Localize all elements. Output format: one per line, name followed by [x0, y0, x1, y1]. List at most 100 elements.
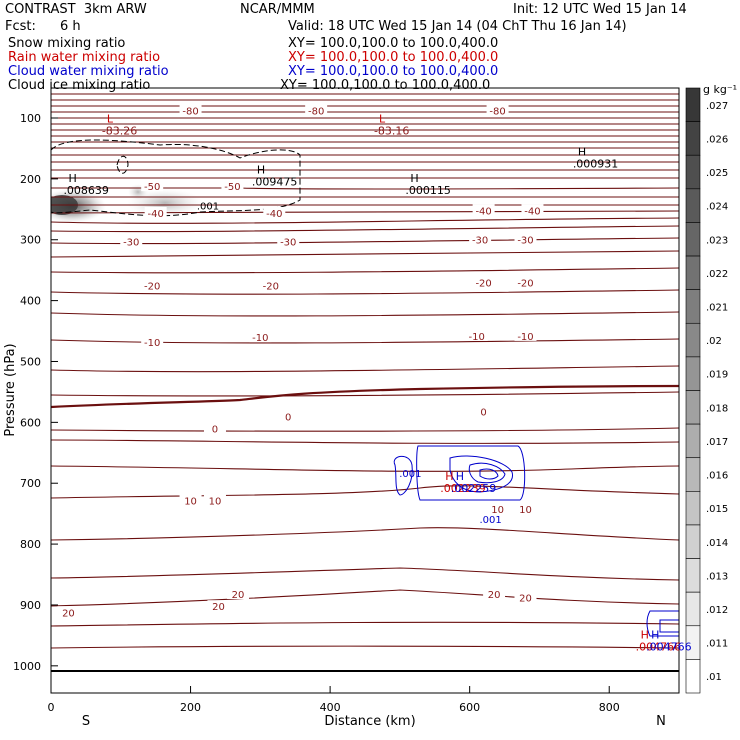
colorbar-level-label: .02 — [706, 336, 722, 347]
y-tick-label: 800 — [20, 538, 41, 551]
extremum-value: .002259 — [451, 482, 497, 495]
extremum-value: .009475 — [252, 175, 298, 188]
colorbar-level-label: .023 — [706, 235, 728, 246]
extremum-value: .000115 — [405, 184, 451, 197]
plot-frame — [50, 87, 680, 694]
fcst-label: Fcst: — [5, 19, 36, 34]
contour-label-bg — [141, 180, 164, 192]
colorbar-swatch — [685, 558, 701, 593]
contour-label-bg — [486, 104, 509, 116]
colorbar-swatch — [685, 390, 701, 425]
init-time: Init: 12 UTC Wed 15 Jan 14 — [513, 2, 687, 17]
legend-rain-name: Rain water mixing ratio — [8, 50, 161, 65]
cloud-water-contour-label: .001 — [399, 469, 421, 480]
colorbar-level-label: .024 — [706, 202, 728, 213]
extremum-symbol: H — [68, 172, 76, 185]
colorbar-level-label: .016 — [706, 471, 728, 482]
extremum-symbol: H — [578, 146, 586, 159]
temperature-contour-label: -10 — [468, 332, 484, 343]
contour-label-bg — [472, 204, 495, 216]
colorbar-level-label: .017 — [706, 437, 728, 448]
colorbar-level-label: .025 — [706, 168, 728, 179]
contour-label-bg — [203, 422, 226, 434]
extremum-value: .004766 — [636, 640, 682, 653]
colorbar: .027 .026 .025 .024 .023 .022 .021 .02 .019 .018.… — [685, 87, 728, 694]
colorbar-level-label: .027 — [706, 101, 728, 112]
extremum-symbol: H — [445, 470, 453, 483]
contour-label-bg — [277, 235, 300, 247]
temperature-contour-label: -20 — [517, 278, 533, 289]
colorbar-level-label: .021 — [706, 302, 728, 313]
cloud-water-contours — [393, 445, 679, 637]
contour-label-bg — [227, 588, 250, 600]
y-tick-label: 500 — [20, 355, 41, 368]
contour-label-bg — [514, 233, 537, 245]
temperature-contour-label: 0 — [480, 407, 486, 418]
colorbar-unit: g kg⁻¹ — [703, 83, 737, 96]
contour-label-bg — [472, 276, 495, 288]
colorbar-level-label: .018 — [706, 403, 728, 414]
y-tick-label: 400 — [20, 295, 41, 308]
cloud-ice-contour — [51, 139, 301, 217]
temperature-contour-label: -10 — [144, 338, 160, 349]
temperature-contour-label: 10 — [491, 505, 504, 516]
temperature-contour-label: 20 — [212, 602, 225, 613]
contour-label-bg — [305, 104, 328, 116]
y-tick-label: 700 — [20, 477, 41, 490]
extremum-value: -83.16 — [374, 124, 409, 137]
colorbar-level-label: .019 — [706, 370, 728, 381]
temperature-contour-label: -40 — [147, 209, 163, 220]
extremum-value: .002239 — [440, 482, 486, 495]
extremum-value: -83.26 — [102, 124, 137, 137]
contour-label-bg — [203, 494, 226, 506]
x-end-right-label: N — [656, 714, 666, 729]
colorbar-swatch — [685, 255, 701, 290]
extremum-symbol: H — [651, 628, 659, 641]
colorbar-swatch — [685, 322, 701, 358]
temperature-contour-label: -80 — [489, 107, 505, 118]
legend-rain-xy: XY= 100.0,100.0 to 100.0,400.0 — [288, 50, 499, 65]
colorbar-level-label: .022 — [706, 269, 728, 280]
contour-label-bg — [514, 502, 537, 514]
extremum-value: .008639 — [63, 184, 109, 197]
temperature-contour-label: -80 — [308, 107, 324, 118]
legend-cloudice-name: Cloud ice mixing ratio — [8, 78, 151, 93]
x-tick-label: 400 — [320, 701, 341, 714]
x-tick-label: 600 — [459, 701, 480, 714]
extremum-symbol: L — [379, 112, 386, 125]
extremum-symbol: H — [257, 163, 265, 176]
contour-label-bg — [472, 405, 495, 417]
x-tick-label: 800 — [599, 701, 620, 714]
colorbar-swatch — [685, 121, 701, 156]
contour-label-bg — [469, 233, 492, 245]
y-tick-label: 100 — [20, 112, 41, 125]
contour-label-bg — [514, 329, 537, 341]
x-end-left-label: S — [82, 714, 90, 729]
colorbar-swatch — [685, 524, 701, 559]
contour-label-bg — [57, 606, 80, 618]
temperature-contour-label: -40 — [524, 207, 540, 218]
temperature-contour-label: -30 — [517, 236, 533, 247]
temperature-contour-label: -80 — [182, 107, 198, 118]
colorbar-swatch — [685, 87, 701, 122]
temperature-contours — [51, 93, 679, 649]
colorbar-level-label: .026 — [706, 134, 728, 145]
extremum-symbol: H — [410, 172, 418, 185]
colorbar-swatch — [685, 289, 701, 324]
temperature-contour-label: 0 — [212, 424, 218, 435]
legend-cloudwater-xy: XY= 100.0,100.0 to 100.0,400.0 — [288, 64, 499, 79]
extremum-value: .000931 — [573, 158, 619, 171]
colorbar-swatch — [685, 491, 701, 526]
extremum-symbol: H — [456, 470, 464, 483]
org-label: NCAR/MMM — [240, 2, 315, 17]
colorbar-level-label: .012 — [706, 605, 728, 616]
colorbar-swatch — [685, 188, 701, 223]
legend-cloudice-xy: XY= 100.0,100.0 to 100.0,400.0 — [280, 78, 491, 93]
contour-label-bg — [465, 329, 488, 341]
legend-cloudwater-name: Cloud water mixing ratio — [8, 64, 169, 79]
temperature-contour-label: 20 — [232, 590, 245, 601]
colorbar-swatch — [685, 154, 701, 190]
temperature-contour-label: -30 — [280, 238, 296, 249]
contour-label-bg — [514, 276, 537, 288]
